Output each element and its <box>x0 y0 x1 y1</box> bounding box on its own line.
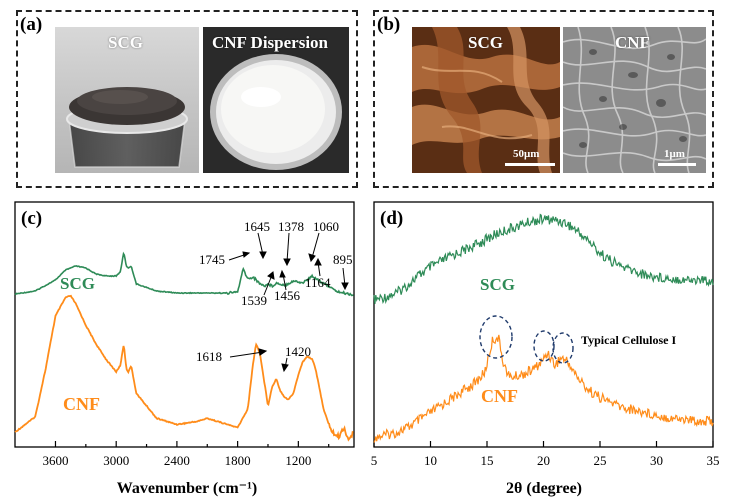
ftir-scg-line <box>14 251 354 297</box>
xrd-xtick-10-label: 10 <box>424 453 437 468</box>
cnf-sem-scale-bar <box>658 163 696 166</box>
peak-label-1645: 1645 <box>244 219 270 234</box>
xrd-xtick-25-label: 25 <box>594 453 607 468</box>
xrd-xtick-20-label: 20 <box>537 453 550 468</box>
xrd-annotation: Typical Cellulose I <box>581 333 676 347</box>
scg-sem-image <box>412 27 560 173</box>
xrd-scg-line <box>373 213 714 305</box>
xrd-peak-highlight-3 <box>552 332 574 364</box>
peak-label-895: 895 <box>333 252 353 267</box>
scg-sem-scale-text: 50μm <box>513 148 540 160</box>
xrd-cnf-line <box>373 334 714 443</box>
xrd-scg-series-label: SCG <box>480 275 515 294</box>
ftir-xlabel: Wavenumber (cm⁻¹) <box>117 480 257 497</box>
xrd-plot-frame <box>373 201 714 448</box>
scg-sem-label: SCG <box>468 33 503 52</box>
ftir-xtick-1200-label: 1200 <box>285 453 311 468</box>
cnf-sem-label: CNF <box>615 33 650 52</box>
peak-label-1618: 1618 <box>196 349 222 364</box>
ftir-xtick-3600-label: 3600 <box>42 453 68 468</box>
xrd-panel-label: (d) <box>380 208 403 229</box>
panel-b-label: (b) <box>377 14 401 35</box>
ftir-panel-label: (c) <box>21 208 42 229</box>
peak-label-1456: 1456 <box>274 288 301 303</box>
peak-label-1420: 1420 <box>285 344 311 359</box>
peak-label-1060: 1060 <box>313 219 339 234</box>
peak-label-1539: 1539 <box>241 293 267 308</box>
scg-photo-label: SCG <box>108 33 143 52</box>
xrd-xlabel: 2θ (degree) <box>506 480 582 497</box>
scg-powder-photo <box>55 27 199 173</box>
cnf-sem-image <box>563 27 706 173</box>
xrd-cnf-series-label: CNF <box>481 386 518 406</box>
ftir-scg-series-label: SCG <box>60 274 95 293</box>
ftir-xtick-1800-label: 1800 <box>225 453 251 468</box>
xrd-xtick-5-label: 5 <box>371 453 378 468</box>
peak-label-1164: 1164 <box>305 275 331 290</box>
xrd-peak-highlight-1 <box>479 315 513 359</box>
ftir-xtick-2400-label: 2400 <box>164 453 190 468</box>
ftir-xtick-3000-label: 3000 <box>103 453 129 468</box>
peak-label-1745: 1745 <box>199 252 225 267</box>
peak-label-1378: 1378 <box>278 219 304 234</box>
panel-b-frame <box>373 10 714 188</box>
ftir-plot-frame <box>14 201 355 448</box>
cnf-sem-scale-text: 1μm <box>664 148 685 160</box>
panel-a-frame <box>16 10 358 188</box>
cnf-dispersion-photo-label: CNF Dispersion <box>212 33 329 52</box>
xrd-xtick-30-label: 30 <box>650 453 663 468</box>
scg-sem-scale-bar <box>505 163 555 166</box>
panel-a-label: (a) <box>20 14 43 35</box>
ftir-cnf-series-label: CNF <box>63 394 100 414</box>
xrd-xtick-15-label: 15 <box>481 453 494 468</box>
xrd-xtick-35-label: 35 <box>707 453 720 468</box>
cnf-dispersion-photo <box>203 27 349 173</box>
xrd-peak-highlight-2 <box>533 330 555 362</box>
ftir-cnf-line <box>14 294 354 442</box>
